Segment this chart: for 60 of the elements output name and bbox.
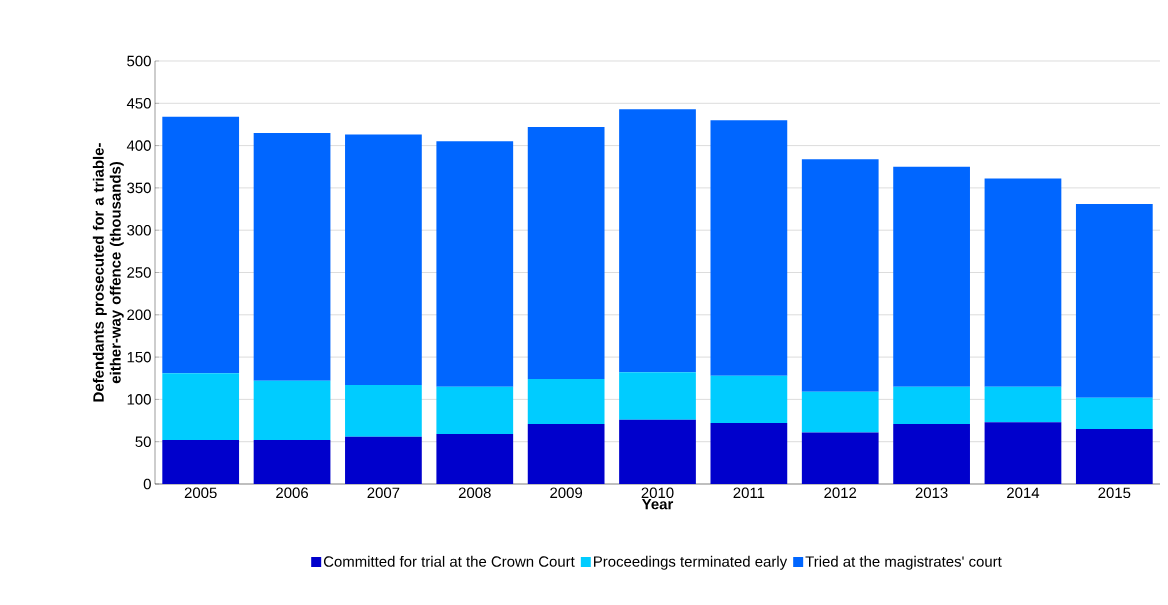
x-axis-title: Year (641, 498, 674, 510)
legend-label: Committed for trial at the Crown Court (323, 555, 575, 567)
bar (1075, 397, 1153, 430)
bar (893, 423, 970, 484)
bar (893, 386, 970, 424)
bar (619, 372, 696, 420)
y-tick-label: 350 (127, 182, 151, 194)
bar (345, 134, 422, 386)
y-tick-label: 300 (127, 224, 151, 236)
x-tick-label: 2011 (733, 487, 765, 499)
bar (984, 178, 1062, 387)
bar (710, 423, 788, 484)
x-tick-label: 2012 (824, 487, 857, 499)
y-tick-label: 200 (127, 309, 151, 321)
bar (527, 423, 605, 484)
bar (984, 386, 1062, 423)
bar (801, 432, 879, 484)
x-tick-label: 2010 (641, 487, 674, 499)
x-tick-label: 2005 (184, 487, 217, 499)
x-tick-label: 2007 (367, 487, 400, 499)
y-tick-label: 450 (126, 98, 151, 109)
y-tick-label: 100 (127, 394, 151, 405)
bar (984, 422, 1062, 484)
x-tick-label: 2006 (276, 487, 309, 499)
y-tick-label: 150 (127, 351, 151, 363)
bar (527, 379, 605, 424)
bar (710, 375, 788, 424)
bar (619, 109, 696, 373)
bar (801, 159, 879, 392)
bar (1075, 203, 1153, 398)
x-tick-label: 2008 (458, 487, 491, 499)
y-axis-title: Defendants prosecuted for a triable-either-way offence (thousands) (92, 143, 124, 402)
bar (162, 373, 240, 441)
x-tick-label: 2009 (550, 487, 583, 499)
legend-label: Tried at the magistrates' court (805, 555, 1002, 570)
bar (710, 120, 788, 376)
legend-label: Proceedings terminated early (594, 555, 788, 570)
x-tick-label: 2015 (1098, 487, 1131, 499)
x-tick-label: 2013 (915, 487, 948, 499)
bar (436, 434, 514, 484)
y-tick-label: 400 (126, 140, 151, 151)
bar (436, 386, 514, 435)
bar (801, 391, 879, 433)
x-tick-label: 2014 (1007, 487, 1040, 499)
bar (253, 132, 331, 381)
bar (527, 126, 605, 380)
bar (436, 141, 514, 387)
y-tick-label: 500 (127, 55, 151, 67)
bar (162, 440, 240, 484)
bar (253, 440, 331, 484)
bar (162, 116, 240, 374)
bar (253, 380, 331, 441)
y-tick-label: 250 (127, 267, 151, 278)
bar (345, 385, 422, 437)
bar (893, 166, 970, 387)
y-tick-label: 0 (143, 478, 151, 490)
bar (619, 419, 696, 484)
bar (1075, 429, 1153, 484)
bar (345, 436, 422, 484)
y-tick-label: 50 (135, 436, 151, 447)
